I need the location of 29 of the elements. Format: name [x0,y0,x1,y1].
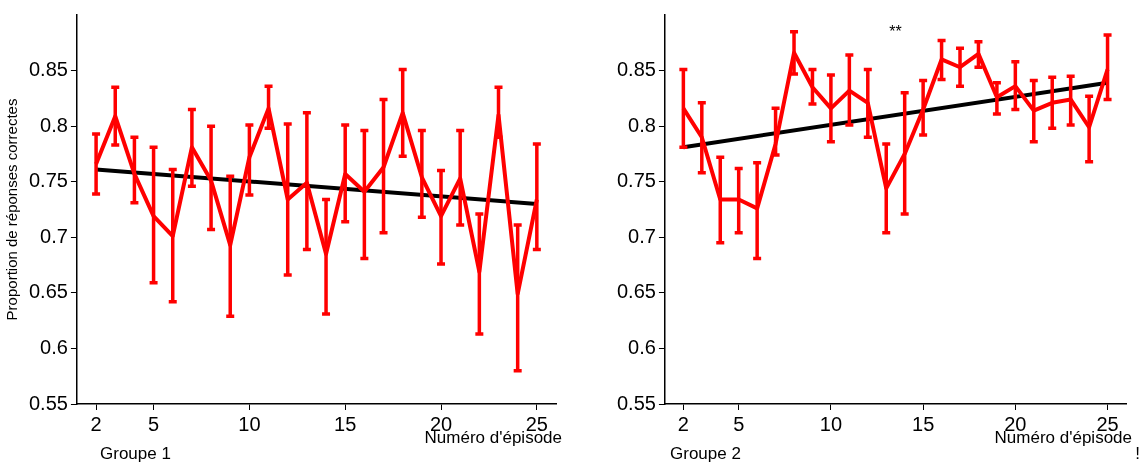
x-tick-label: 10 [238,412,261,435]
y-tick-label: 0.7 [628,224,656,247]
x-tick-label: 2 [677,412,689,435]
y-tick-label: 0.65 [28,280,68,303]
x-tick-label: 10 [819,412,843,435]
y-tick-label: 0.8 [40,113,68,136]
y-tick-label: 0.65 [616,280,656,303]
x-tick-label: 5 [148,412,160,435]
y-tick-label: 0.75 [616,169,656,192]
x-tick-label: 15 [912,412,935,435]
y-tick-label: 0.55 [616,391,656,414]
x-tick-label: 25 [1096,412,1119,435]
y-tick-label: 0.6 [628,335,656,358]
text: ** [889,23,902,41]
x-tick-label: 15 [334,412,357,435]
x-tick-label: 25 [525,412,548,435]
y-tick-label: 0.8 [628,113,656,136]
y-tick-label: 0.75 [28,169,68,192]
y-tick-label: 0.85 [616,58,656,81]
text: Groupe 2 [670,444,741,464]
text: Groupe 1 [100,444,171,464]
y-tick-label: 0.55 [28,391,68,414]
text: ! [1135,444,1140,464]
x-tick-label: 5 [733,412,745,435]
x-tick-label: 2 [90,412,102,435]
y-tick-label: 0.85 [28,58,68,81]
y-tick-label: 0.7 [40,224,68,247]
y-axis-title: Proportion de réponses correctes [3,98,21,321]
y-tick-label: 0.6 [40,335,68,358]
